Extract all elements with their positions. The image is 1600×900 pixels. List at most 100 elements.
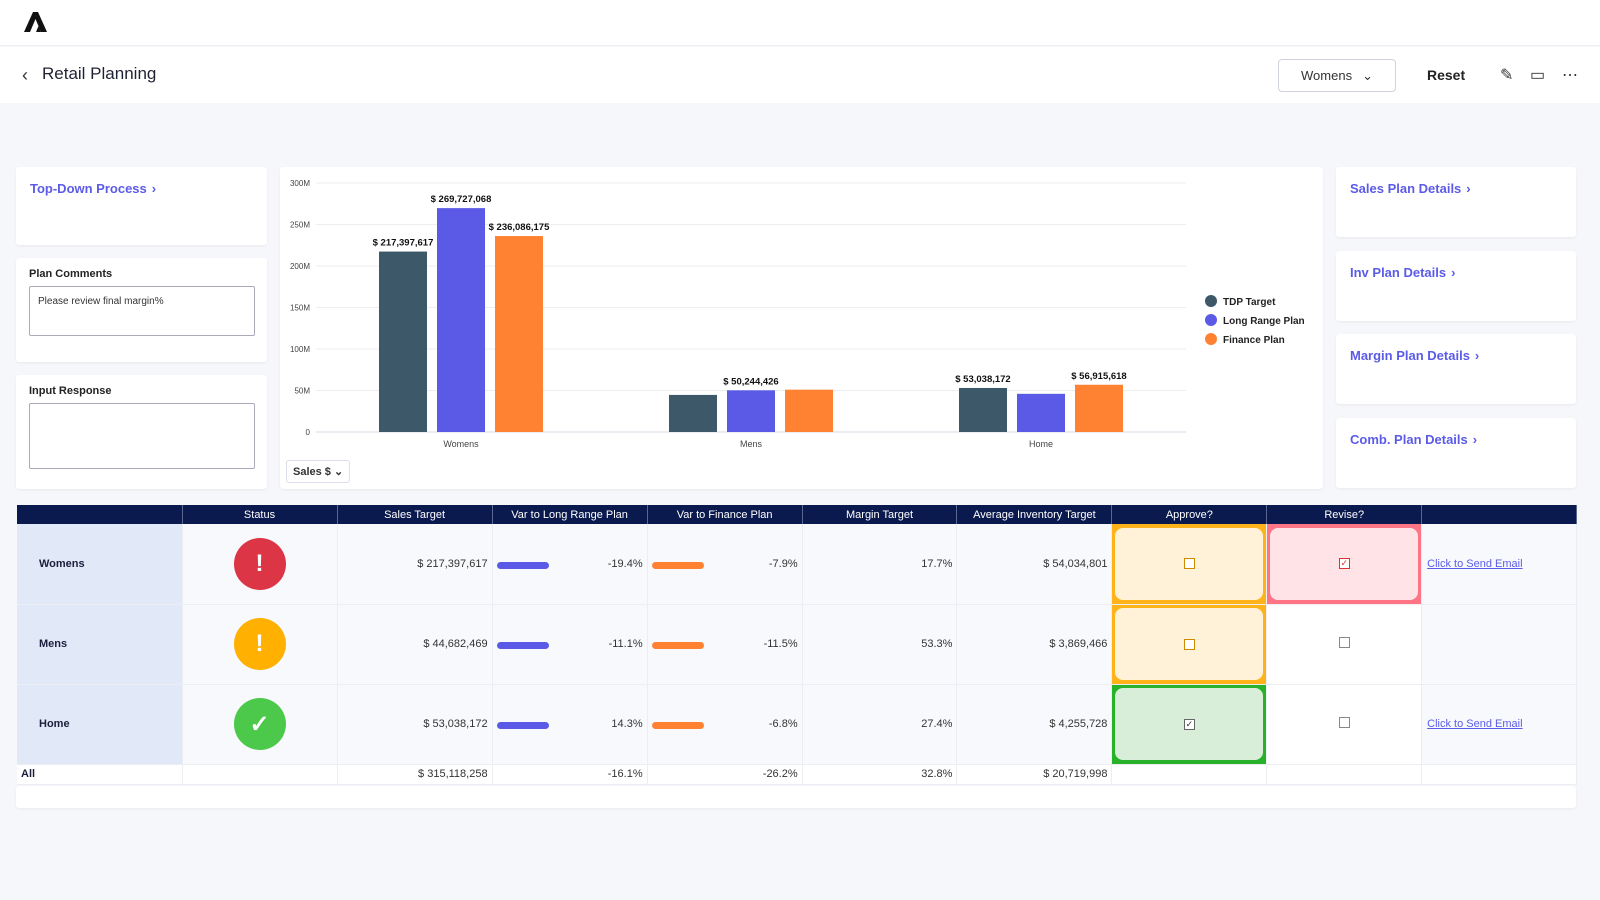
legend-marker	[1205, 333, 1217, 345]
revise-checkbox[interactable]	[1338, 717, 1350, 728]
legend-label[interactable]: TDP Target	[1223, 297, 1276, 308]
bar-tdp-target[interactable]	[669, 394, 717, 432]
metric-selector-value: Sales $	[293, 466, 331, 478]
bar-tdp-target[interactable]	[959, 387, 1007, 432]
approve-checkbox[interactable]	[1183, 638, 1195, 650]
revise-box: ✓	[1270, 527, 1419, 600]
bar-finance-plan[interactable]	[495, 236, 543, 432]
legend-label[interactable]: Finance Plan	[1223, 335, 1285, 346]
revise-checkbox[interactable]: ✓	[1338, 558, 1350, 570]
status-ok-green-icon: ✓	[233, 698, 286, 750]
bar-tdp-target[interactable]	[379, 251, 427, 432]
bar-long-range-plan[interactable]	[1017, 393, 1065, 432]
avg-inventory-target: $ 4,255,728	[956, 684, 1113, 765]
column-header: Average Inventory Target	[956, 505, 1113, 524]
total-margin: 32.8%	[802, 764, 958, 785]
column-header	[17, 505, 183, 524]
status-cell: !	[182, 524, 338, 605]
var-lrp-cell: -19.4%	[492, 524, 648, 605]
metric-selector[interactable]: Sales $ ⌄	[286, 460, 351, 483]
margin-target: 27.4%	[802, 684, 958, 765]
plan-details-link[interactable]: Sales Plan Details	[1350, 181, 1462, 196]
data-label: $ 269,727,068	[431, 194, 492, 205]
plan-details-card: Inv Plan Details ›	[1336, 251, 1576, 321]
bar-chart: 0 50M 100M 150M 200M 250M 300M Womens $ 217,397,…	[290, 179, 1305, 449]
bar-long-range-plan[interactable]	[437, 208, 485, 432]
y-tick-label: 150M	[290, 304, 310, 313]
back-chevron-icon[interactable]: ‹	[22, 65, 28, 85]
var-fp-bar	[651, 561, 704, 569]
chevron-right-icon: ›	[1451, 265, 1456, 280]
send-email-link[interactable]: Click to Send Email	[1427, 557, 1523, 570]
plan-details-link[interactable]: Comb. Plan Details	[1350, 432, 1468, 447]
chevron-down-icon: ⌄	[333, 466, 344, 478]
margin-target: 17.7%	[802, 524, 958, 605]
legend-label[interactable]: Long Range Plan	[1223, 316, 1305, 327]
input-response-label: Input Response	[29, 385, 112, 397]
var-fp: -6.8%	[768, 718, 798, 730]
more-icon[interactable]: ⋯	[1562, 67, 1578, 84]
chevron-down-icon: ⌄	[1362, 67, 1373, 83]
approve-checkbox[interactable]	[1183, 558, 1195, 570]
var-fp-bar	[651, 722, 704, 729]
var-lrp-cell: 14.3%	[492, 684, 648, 765]
plan-details-card: Margin Plan Details ›	[1336, 334, 1576, 404]
reset-button[interactable]: Reset	[1427, 67, 1466, 83]
data-label: $ 50,244,426	[723, 376, 778, 387]
status-cell: ✓	[182, 684, 338, 765]
legend-marker	[1205, 314, 1217, 326]
column-header: Margin Target	[802, 505, 958, 524]
category-dropdown[interactable]: Womens ⌄	[1278, 59, 1396, 92]
avg-inventory-target: $ 54,034,801	[956, 524, 1113, 605]
top-down-link[interactable]: Top-Down Process	[30, 181, 147, 196]
row-label: Home	[17, 684, 183, 765]
plan-comments-label: Plan Comments	[29, 268, 113, 280]
y-tick-label: 250M	[290, 221, 310, 230]
legend-marker	[1205, 295, 1217, 307]
table-row: Womens ! $ 217,397,617 -19.4% -7.9% 17.7…	[17, 524, 1577, 605]
y-tick-label: 300M	[290, 179, 310, 188]
x-tick-label: Mens	[740, 439, 763, 449]
total-row: All $ 315,118,258 -16.1% -26.2% 32.8% $ 20,71…	[17, 764, 1577, 785]
bar-finance-plan[interactable]	[1075, 384, 1123, 432]
margin-target: 53.3%	[802, 604, 958, 685]
x-tick-label: Home	[1029, 439, 1053, 449]
sales-target: $ 217,397,617	[337, 524, 493, 605]
sales-target: $ 44,682,469	[337, 604, 493, 685]
app-logo	[24, 12, 47, 32]
input-response-input[interactable]	[29, 403, 255, 469]
pencil-icon[interactable]: ✎	[1500, 67, 1514, 84]
var-fp-cell: -6.8%	[647, 684, 803, 765]
chart-card: 0 50M 100M 150M 200M 250M 300M Womens $ 217,397,…	[280, 167, 1323, 489]
revise-checkbox[interactable]	[1338, 637, 1350, 648]
plan-details-link[interactable]: Inv Plan Details	[1350, 265, 1447, 280]
y-tick-label: 100M	[290, 345, 310, 354]
comment-icon[interactable]: ▭	[1530, 67, 1546, 84]
total-sales: $ 315,118,258	[337, 764, 493, 785]
plan-table: Status Sales Target Var to Long Range Plan…	[17, 505, 1577, 785]
row-label: Mens	[17, 604, 183, 685]
data-label: $ 56,915,618	[1071, 371, 1126, 382]
plan-details-link[interactable]: Margin Plan Details	[1350, 348, 1470, 363]
var-fp-cell: -7.9%	[647, 524, 803, 605]
send-email-link[interactable]: Click to Send Email	[1427, 718, 1523, 730]
status-cell: !	[182, 604, 338, 685]
table-row: Mens ! $ 44,682,469 -11.1% -11.5% 53.3% …	[17, 604, 1577, 685]
status-warning-amber-icon: !	[233, 618, 286, 670]
approve-checkbox[interactable]: ✓	[1183, 718, 1195, 730]
data-label: $ 236,086,175	[489, 222, 550, 233]
top-down-card: Top-Down Process ›	[16, 167, 267, 245]
plan-comments-input[interactable]: Please review final margin%	[29, 286, 255, 336]
bar-long-range-plan[interactable]	[727, 390, 775, 432]
top-bar	[0, 0, 1600, 46]
table-row: Home ✓ $ 53,038,172 14.3% -6.8% 27.4% $ …	[17, 684, 1577, 765]
column-header	[1421, 505, 1577, 524]
approve-box: ✓	[1115, 688, 1264, 760]
bar-finance-plan[interactable]	[785, 389, 833, 432]
y-tick-label: 0	[306, 428, 311, 437]
var-lrp: 14.3%	[611, 718, 643, 730]
var-lrp: -11.1%	[608, 638, 643, 650]
column-header: Status	[182, 505, 338, 524]
table-footer	[16, 786, 1576, 808]
chevron-right-icon: ›	[1466, 181, 1471, 196]
